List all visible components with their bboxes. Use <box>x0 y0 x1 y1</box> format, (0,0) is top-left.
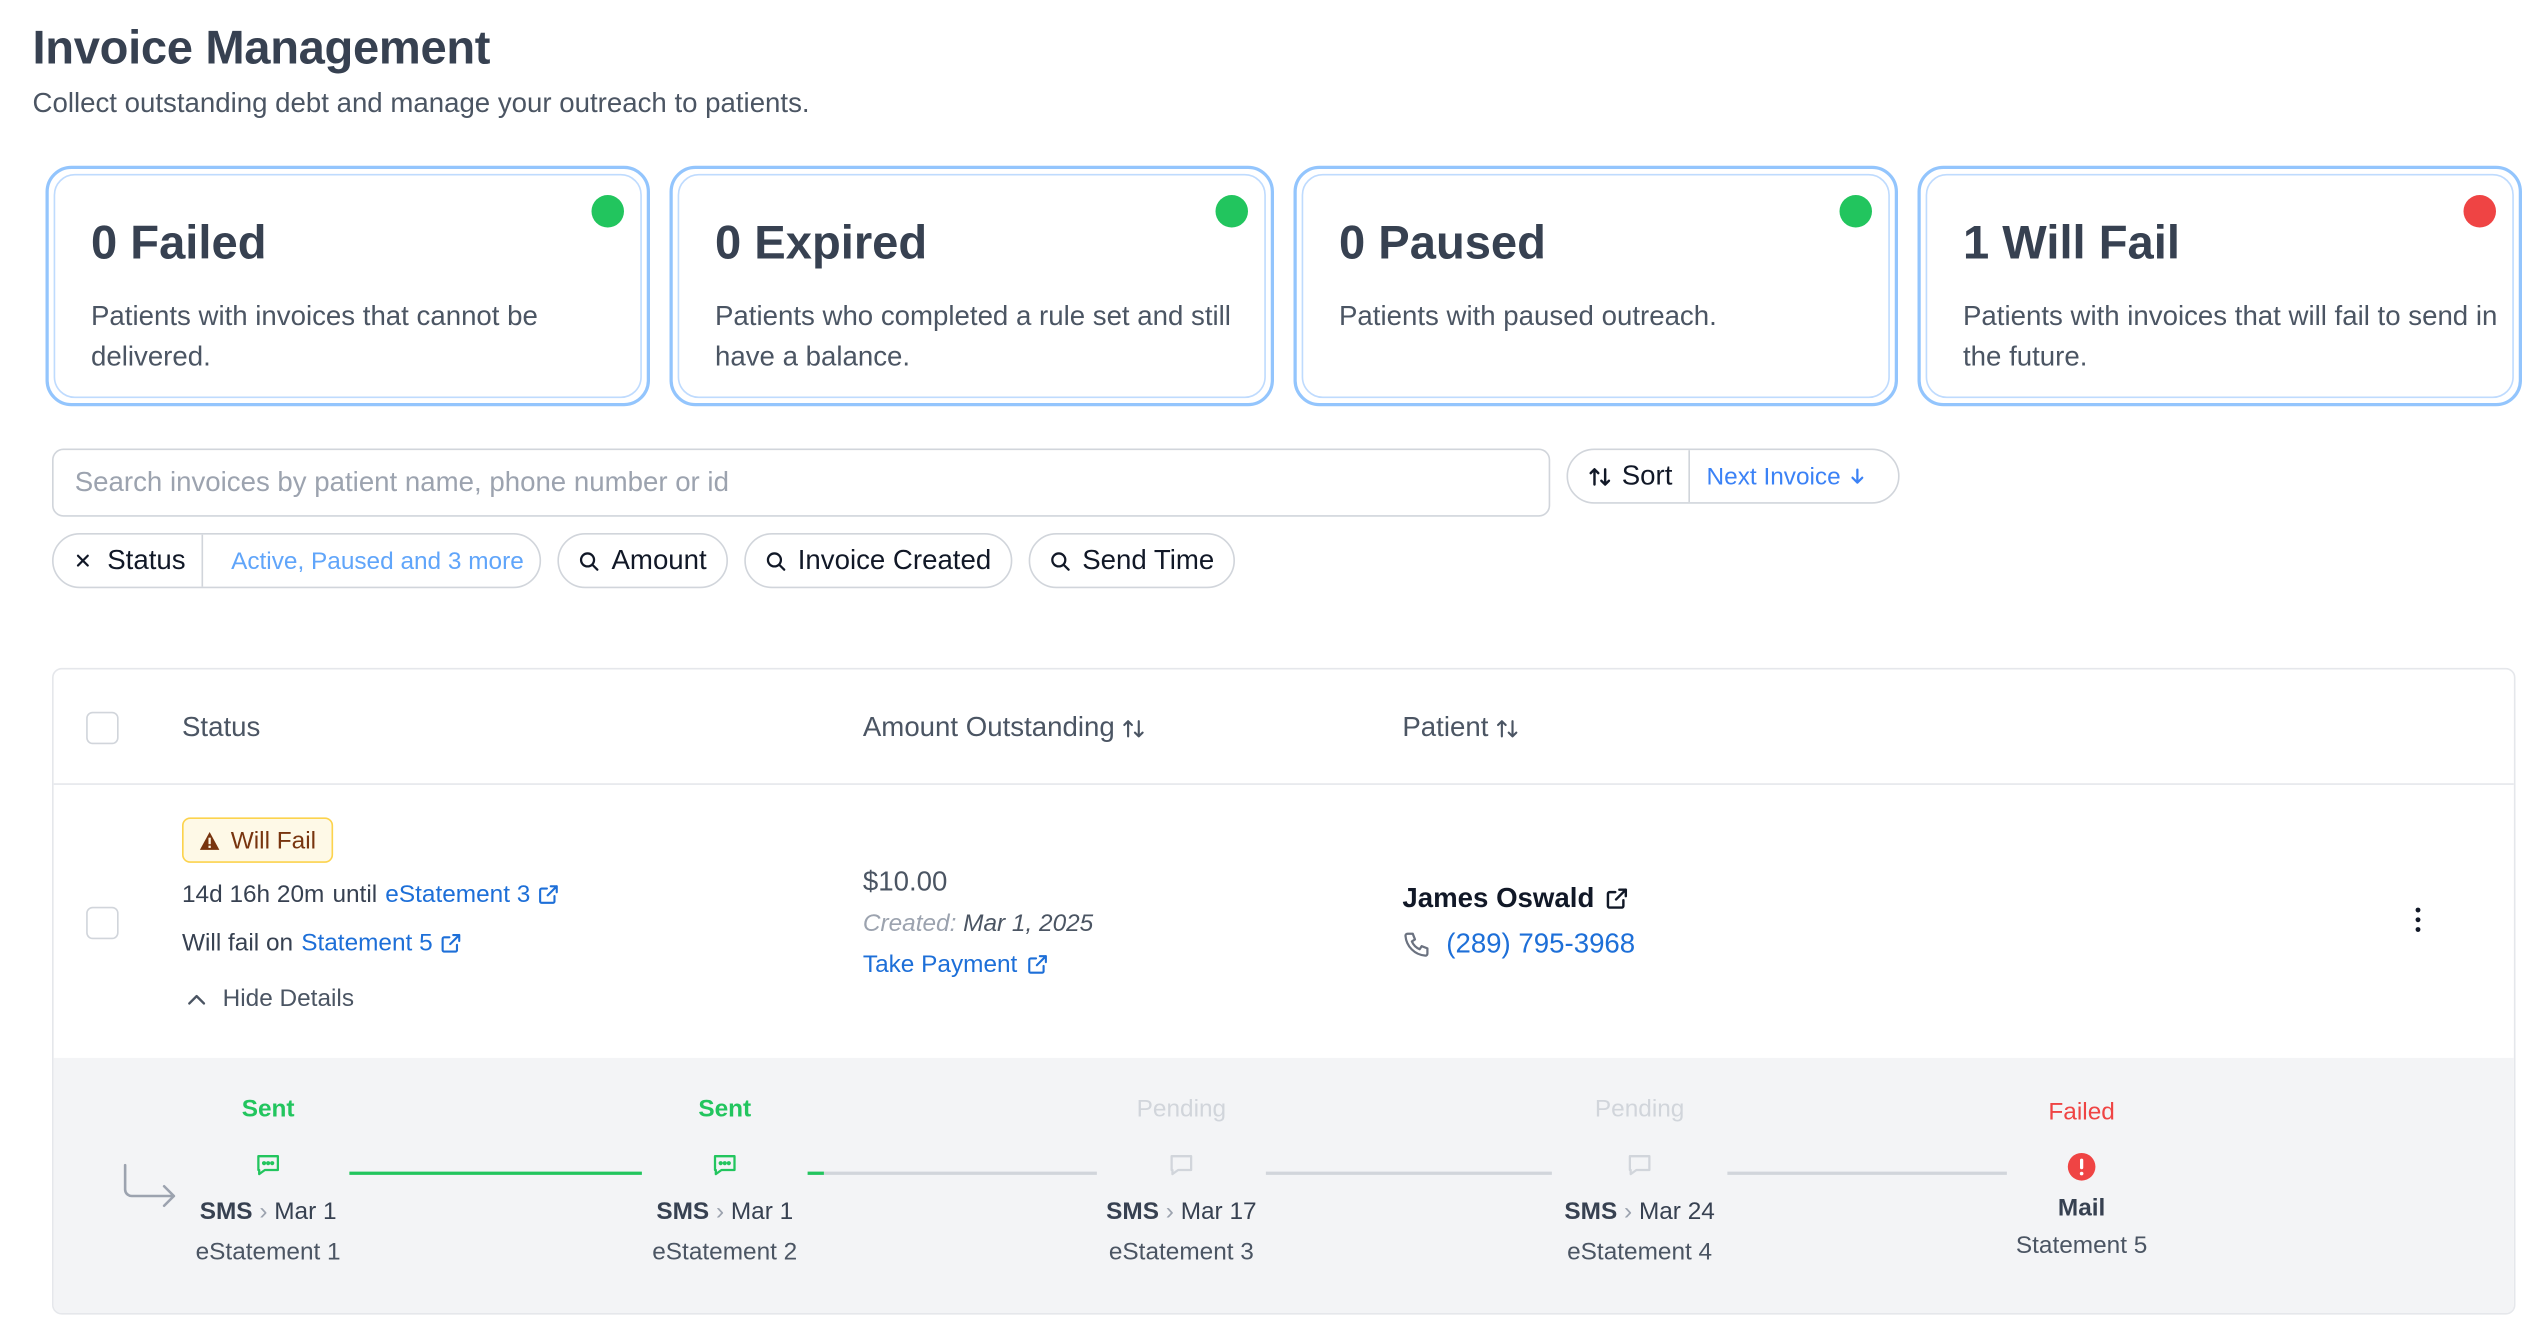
step-status: Pending <box>1136 1095 1227 1123</box>
error-icon <box>2067 1152 2096 1181</box>
status-filter-value[interactable]: Active, Paused and 3 more <box>231 546 524 575</box>
countdown-line: 14d 16h 20m until eStatement 3 <box>182 880 560 909</box>
countdown-value: 14d 16h 20m <box>182 880 325 909</box>
invoice-created-filter-label: Invoice Created <box>797 544 992 576</box>
step-status: Sent <box>698 1095 752 1123</box>
card-description: Patients with invoices that will fail to… <box>1963 300 2498 373</box>
search-icon <box>766 551 786 571</box>
more-options-icon[interactable] <box>2413 905 2423 934</box>
card-description: Patients with paused outreach. <box>1339 300 1717 332</box>
external-link-icon <box>1028 955 1047 974</box>
card-title: 0 Paused <box>1339 217 1546 270</box>
timeline-connector <box>807 1171 1097 1175</box>
sort-field-select[interactable]: Next Invoice <box>1690 462 1866 490</box>
sort-arrows-icon <box>1589 467 1611 485</box>
external-link-icon[interactable] <box>441 933 462 954</box>
amount-filter[interactable]: Amount <box>557 533 728 589</box>
invoice-table: Status Amount Outstanding Patient Will F… <box>52 667 2516 1315</box>
message-icon <box>1628 1155 1651 1176</box>
created-date: Created: Mar 1, 2025 <box>862 910 1094 938</box>
timeline-connector-progress <box>807 1171 824 1175</box>
card-title: 0 Expired <box>715 217 928 270</box>
expired-card[interactable]: 0 Expired Patients who completed a rule … <box>669 165 1274 407</box>
arrow-down-icon <box>1850 468 1863 484</box>
status-filter-label: Status <box>107 544 186 576</box>
take-payment-link[interactable]: Take Payment <box>863 951 1048 978</box>
failed-card[interactable]: 0 Failed Patients with invoices that can… <box>45 165 650 407</box>
will-fail-card[interactable]: 1 Will Fail Patients with invoices that … <box>1917 165 2522 407</box>
sort-button[interactable]: Sort <box>1568 450 1691 503</box>
search-icon <box>1051 551 1070 571</box>
external-link-icon <box>1606 888 1628 909</box>
patient-name-link[interactable]: James Oswald <box>1402 882 1628 915</box>
hide-details-toggle[interactable]: Hide Details <box>187 985 354 1012</box>
until-text: until <box>332 880 378 909</box>
amount-filter-label: Amount <box>611 544 707 576</box>
page-subtitle: Collect outstanding debt and manage your… <box>32 87 810 119</box>
timeline-connector <box>1727 1171 2007 1175</box>
timeline-step[interactable]: Sent SMS › Mar 1 eStatement 1 <box>138 1058 398 1266</box>
search-icon <box>580 551 600 571</box>
amount-value: $10.00 <box>862 866 948 897</box>
timeline-step[interactable]: Pending SMS › Mar 17 eStatement 3 <box>1051 1058 1311 1266</box>
send-time-filter[interactable]: Send Time <box>1028 533 1236 589</box>
card-title: 1 Will Fail <box>1963 217 2180 270</box>
send-time-filter-label: Send Time <box>1082 544 1215 576</box>
external-link-icon[interactable] <box>538 884 559 905</box>
filter-bar: Status Active, Paused and 3 more Amount … <box>52 533 1236 589</box>
search-input[interactable] <box>52 448 1551 517</box>
sort-value: Next Invoice <box>1706 462 1841 490</box>
step-status: Sent <box>241 1095 295 1123</box>
fail-statement-link[interactable]: Statement 5 <box>301 929 433 958</box>
patient-phone-link[interactable]: (289) 795-3968 <box>1402 928 1635 961</box>
sort-control: Sort Next Invoice <box>1566 448 1900 504</box>
status-dot <box>591 195 624 228</box>
status-column-header: Status <box>182 711 261 743</box>
invoice-created-filter[interactable]: Invoice Created <box>744 533 1013 589</box>
patient-column-header[interactable]: Patient <box>1402 712 1519 745</box>
timeline-connector <box>349 1171 642 1175</box>
card-description: Patients with invoices that cannot be de… <box>91 300 538 373</box>
outreach-timeline: Sent SMS › Mar 1 eStatement 1 Sent SMS ›… <box>53 1057 2514 1313</box>
status-dot <box>2463 195 2496 228</box>
row-checkbox[interactable] <box>86 906 119 940</box>
until-statement-link[interactable]: eStatement 3 <box>385 880 531 909</box>
page-title: Invoice Management <box>32 22 491 75</box>
timeline-step[interactable]: Pending SMS › Mar 24 eStatement 4 <box>1510 1058 1770 1266</box>
sub-item-arrow-icon <box>123 1163 176 1208</box>
message-icon <box>1170 1155 1193 1176</box>
status-badge: Will Fail <box>182 817 333 863</box>
select-all-checkbox[interactable] <box>86 711 119 745</box>
chevron-up-icon <box>188 994 206 1004</box>
phone-icon <box>1404 931 1429 956</box>
fail-line: Will fail on Statement 5 <box>182 929 462 958</box>
status-dot <box>1215 195 1248 228</box>
message-icon <box>257 1155 280 1176</box>
amount-column-header[interactable]: Amount Outstanding <box>863 712 1146 745</box>
sort-label: Sort <box>1621 459 1673 491</box>
timeline-step[interactable]: Sent SMS › Mar 1 eStatement 2 <box>595 1058 855 1266</box>
fail-text: Will fail on <box>182 929 294 958</box>
step-status: Pending <box>1594 1095 1685 1123</box>
status-filter[interactable]: Status Active, Paused and 3 more <box>52 533 542 589</box>
warning-icon <box>199 831 220 850</box>
timeline-step[interactable]: Failed Mail Statement 5 <box>1952 1058 2212 1260</box>
timeline-connector <box>1265 1171 1552 1175</box>
message-icon <box>713 1155 736 1176</box>
card-description: Patients who completed a rule set and st… <box>715 300 1231 373</box>
summary-cards: 0 Failed Patients with invoices that can… <box>45 165 2522 407</box>
table-row[interactable]: Will Fail 14d 16h 20m until eStatement 3… <box>54 785 2514 1058</box>
card-title: 0 Failed <box>91 217 267 270</box>
step-status: Failed <box>2048 1098 2115 1127</box>
table-header: Status Amount Outstanding Patient <box>53 670 2514 785</box>
sort-arrows-icon[interactable] <box>1121 716 1145 740</box>
status-dot <box>1839 195 1872 228</box>
sort-arrows-icon[interactable] <box>1495 716 1519 740</box>
paused-card[interactable]: 0 Paused Patients with paused outreach. <box>1293 165 1898 407</box>
close-icon[interactable] <box>75 553 91 569</box>
